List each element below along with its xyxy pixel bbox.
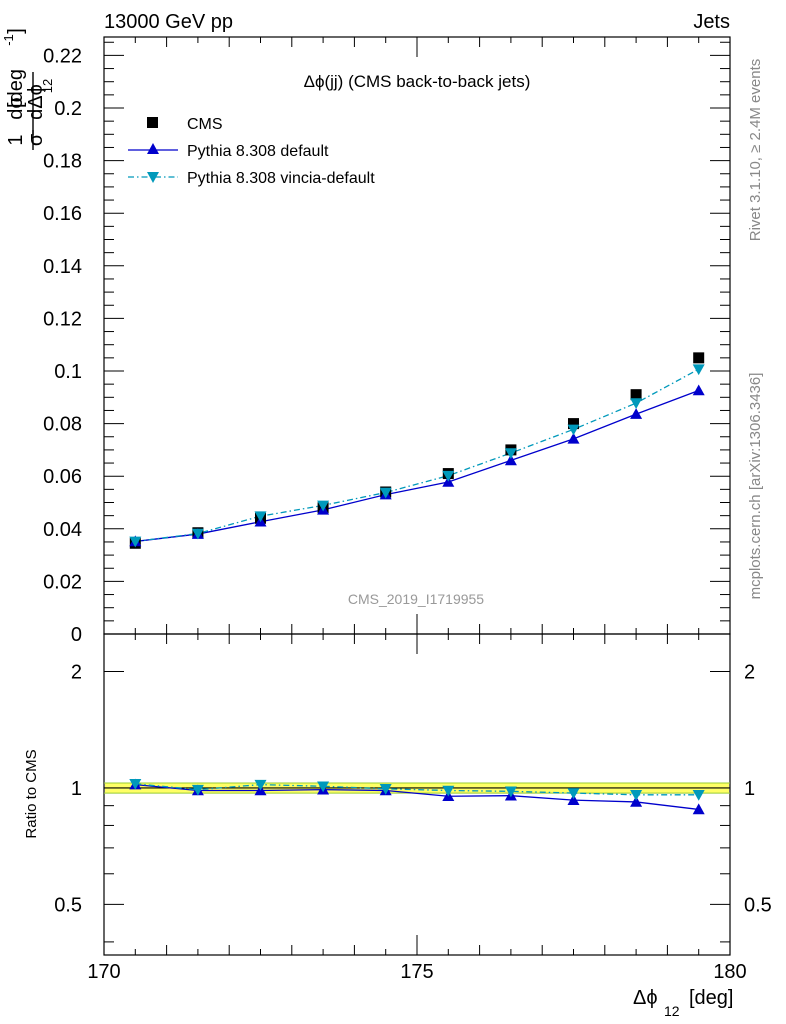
vincia-point [442,470,455,482]
x-tick-label: 175 [400,961,433,983]
y-label-one: 1 [5,134,27,145]
ratio-y-tick-label: 2 [71,661,82,683]
ratio-vincia-point [191,784,204,796]
vincia-point [567,424,580,436]
y-tick-labels: 0 0.02 0.04 0.06 0.08 0.1 0.12 0.14 0.16 0.18 0.2 0… [43,45,772,916]
x-tick-label: 170 [87,961,120,983]
legend: CMS Pythia 8.308 default Pythia 8.308 vi… [128,116,375,187]
default-point [504,454,517,466]
ratio-default-point [630,795,643,807]
y-label-sub: 12 [40,79,55,93]
y-tick-label: 0.16 [43,203,82,225]
y-tick-label: 0.06 [43,466,82,488]
legend-cms-label: CMS [187,116,223,133]
y-label-dphi: dΔϕ [25,84,47,120]
default-point [692,384,705,396]
y-label-sigma: σ [25,133,47,146]
legend-default-marker [147,143,159,154]
y-tick-label: 0 [71,624,82,646]
y-tick-label: 0.04 [43,519,82,541]
ratio-y-label: Ratio to CMS [23,749,40,838]
x-label-sub: 12 [664,1003,680,1019]
series-layer [129,352,705,815]
ratio-default-point [692,803,705,815]
rivet-label: Rivet 3.1.10, ≥ 2.4M events [747,59,764,242]
vincia-series-line [135,368,700,543]
legend-default-label: Pythia 8.308 default [187,143,329,160]
vincia-point [379,487,392,499]
y-label-exp: -1 [1,34,16,46]
y-tick-label: 0.18 [43,151,82,173]
x-tick-labels: 170 175 180 [87,961,746,983]
y-tick-label: 0.14 [43,256,82,278]
ratio-default-point [567,794,580,805]
y-tick-label: 0.08 [43,414,82,436]
legend-vincia-marker [147,172,159,183]
ratio-vincia-point [254,779,267,791]
cms-point [693,352,705,364]
analysis-watermark: CMS_2019_I1719955 [348,591,484,607]
ratio-y-tick-label-right: 0.5 [744,894,772,916]
legend-cms-marker [147,117,158,128]
axis-ticks [103,37,731,955]
default-point [567,432,580,444]
ratio-vincia-point [379,783,392,795]
header-right: Jets [693,11,730,33]
ratio-y-tick-label-right: 2 [744,661,755,683]
ratio-y-tick-label: 0.5 [54,894,82,916]
y-tick-label: 0.2 [54,98,82,120]
x-label-main: Δϕ [633,987,658,1009]
ratio-vincia-point [442,785,455,797]
ratio-y-tick-label: 1 [71,778,82,800]
default-series-line [135,389,699,543]
ratio-y-tick-label-right: 1 [744,778,755,800]
x-label-unit: [deg] [689,987,733,1009]
y-tick-label: 0.22 [43,45,82,67]
y-tick-label: 0.02 [43,571,82,593]
y-tick-label: 0.12 [43,308,82,330]
header-left: 13000 GeV pp [104,11,233,33]
y-axis-label: 1 σ dσ dΔϕ 12 [deg -1 ] [1,28,55,150]
x-axis-label: Δϕ 12 [deg] [633,987,733,1019]
ratio-vincia-point [504,786,517,798]
vincia-point [129,536,142,548]
vincia-point [630,398,643,410]
y-label-close: ] [5,28,27,34]
x-tick-label: 180 [713,961,746,983]
ratio-vincia-point [630,790,643,801]
ratio-default-line [135,783,699,811]
vincia-point [692,364,705,376]
vincia-point [504,448,517,460]
y-label-unit: [deg [5,69,27,108]
cms-point [568,418,579,430]
vincia-point [317,500,330,512]
default-point [630,408,643,419]
y-tick-label: 0.1 [54,361,82,383]
mcplots-label: mcplots.cern.ch [arXiv:1306.3436] [747,373,764,600]
y-label-dsigma: dσ [5,96,27,120]
plot-title: Δϕ(jj) (CMS back-to-back jets) [304,72,531,91]
vincia-point [191,528,204,540]
legend-vincia-label: Pythia 8.308 vincia-default [187,170,375,187]
ratio-vincia-point [317,781,330,793]
vincia-point [254,511,267,523]
ratio-vincia-point [129,779,142,790]
cms-point [630,389,642,401]
ratio-vincia-point [692,790,705,801]
ratio-vincia-point [567,788,580,800]
